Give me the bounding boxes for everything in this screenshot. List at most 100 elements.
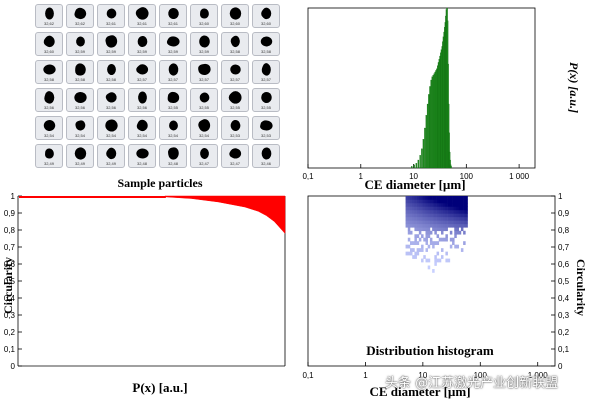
heatmap-cell xyxy=(440,227,444,232)
heatmap-cell xyxy=(452,220,455,225)
particle-silhouette xyxy=(167,6,180,21)
heatmap-cell xyxy=(443,202,446,207)
heatmap-cell xyxy=(432,202,435,207)
heatmap-cell xyxy=(429,202,433,207)
heatmap-cell xyxy=(447,196,451,200)
heatmap-cell xyxy=(409,223,413,228)
heatmap-cell xyxy=(416,251,420,256)
heatmap-cell xyxy=(418,230,422,235)
heatmap-cell xyxy=(440,199,444,204)
particle-cell: 32,57 xyxy=(128,60,156,84)
heatmap-cell xyxy=(418,209,422,214)
particle-label: 32,58 xyxy=(105,77,116,82)
heatmap-cell xyxy=(434,262,437,266)
heatmap-cell xyxy=(407,244,411,249)
particle-silhouette xyxy=(104,6,119,21)
heatmap-cell xyxy=(421,206,424,211)
heatmap-cell xyxy=(445,237,448,242)
heatmap-cell xyxy=(460,220,464,225)
heatmap-cell xyxy=(445,206,448,211)
y-tick-label: 0,5 xyxy=(558,277,570,286)
heatmap-cell xyxy=(452,216,455,221)
heatmap-cell xyxy=(405,216,409,221)
heatmap-cell xyxy=(436,206,440,211)
sample-particles-caption: Sample particles xyxy=(117,176,203,190)
heatmap-cell xyxy=(440,255,444,259)
heatmap-cell xyxy=(425,199,429,204)
particle-silhouette xyxy=(259,144,274,163)
heatmap-cell xyxy=(409,209,413,214)
heatmap-cell xyxy=(423,199,426,204)
particle-cell: 32,54 xyxy=(35,116,63,140)
heatmap-cell xyxy=(436,251,440,256)
heatmap-cell xyxy=(412,199,415,204)
heatmap-cell xyxy=(456,230,459,235)
heatmap-cell xyxy=(445,209,448,214)
heatmap-cell xyxy=(443,223,446,228)
particle-cell: 32,59 xyxy=(159,32,187,56)
heatmap-cell xyxy=(445,258,448,263)
plot-frame xyxy=(307,7,536,169)
heatmap-cell xyxy=(429,213,433,218)
heatmap-cell xyxy=(460,196,464,200)
heatmap-cell xyxy=(414,216,417,221)
particle-label: 32,60 xyxy=(198,21,209,26)
particle-silhouette xyxy=(259,5,274,22)
heatmap-cell xyxy=(449,244,453,249)
y-tick-label: 0,9 xyxy=(4,209,16,218)
heatmap-cell xyxy=(452,213,455,218)
particle-cell: 32,57 xyxy=(252,60,280,84)
histogram-bar xyxy=(426,103,429,169)
heatmap-cell xyxy=(436,220,440,225)
particle-label: 32,56 xyxy=(43,105,54,110)
heatmap-cell xyxy=(434,196,437,200)
heatmap-cell xyxy=(447,223,451,228)
particle-silhouette xyxy=(72,145,89,162)
particle-cell: 32,56 xyxy=(97,88,125,112)
particle-label: 32,55 xyxy=(260,105,271,110)
heatmap-cell xyxy=(412,196,415,200)
heatmap-cell xyxy=(423,227,426,232)
heatmap-cell xyxy=(425,196,429,200)
heatmap-cell xyxy=(458,209,462,214)
particle-label: 32,56 xyxy=(74,105,85,110)
px-xlabel: P(x) [a.u.] xyxy=(132,380,188,395)
heatmap-cell xyxy=(432,220,435,225)
heatmap-cell xyxy=(416,241,420,245)
particle-silhouette xyxy=(104,34,119,49)
heatmap-cell xyxy=(463,241,466,245)
heatmap-cell xyxy=(429,220,433,225)
particle-label: 32,58 xyxy=(229,49,240,54)
heatmap-cell xyxy=(421,202,424,207)
particle-cell: 32,59 xyxy=(190,32,218,56)
watermark-text: 头条 @江苏激光产业创新联盟 xyxy=(385,376,559,391)
heatmap-cell xyxy=(440,220,444,225)
heatmap-cell xyxy=(423,213,426,218)
heatmap-cell xyxy=(412,248,415,252)
px-ylabel: P(x) [a.u.] xyxy=(567,62,581,113)
heatmap-cell xyxy=(427,216,431,221)
particle-cell: 32,56 xyxy=(128,88,156,112)
particle-cell: 32,47 xyxy=(190,144,218,168)
heatmap-cell xyxy=(454,230,457,235)
y-tick-label: 0,7 xyxy=(558,243,570,252)
heatmap-cell xyxy=(412,206,415,211)
heatmap-cell xyxy=(425,258,429,263)
heatmap-cell xyxy=(407,237,411,242)
particle-label: 32,47 xyxy=(229,161,240,166)
heatmap-cell xyxy=(452,241,455,245)
heatmap-cell xyxy=(436,258,440,263)
particle-label: 32,54 xyxy=(105,133,116,138)
particle-label: 32,59 xyxy=(136,49,147,54)
particle-silhouette xyxy=(41,117,58,134)
heatmap-cell xyxy=(409,216,413,221)
particle-silhouette xyxy=(230,119,241,132)
heatmap-cell xyxy=(407,213,411,218)
heatmap-cell xyxy=(418,206,422,211)
heatmap-cell xyxy=(447,209,451,214)
particle-label: 32,53 xyxy=(260,133,271,138)
heatmap-cell xyxy=(438,216,442,221)
heatmap-cell xyxy=(421,213,424,218)
heatmap-cell xyxy=(454,227,457,232)
heatmap-cell xyxy=(434,199,437,204)
